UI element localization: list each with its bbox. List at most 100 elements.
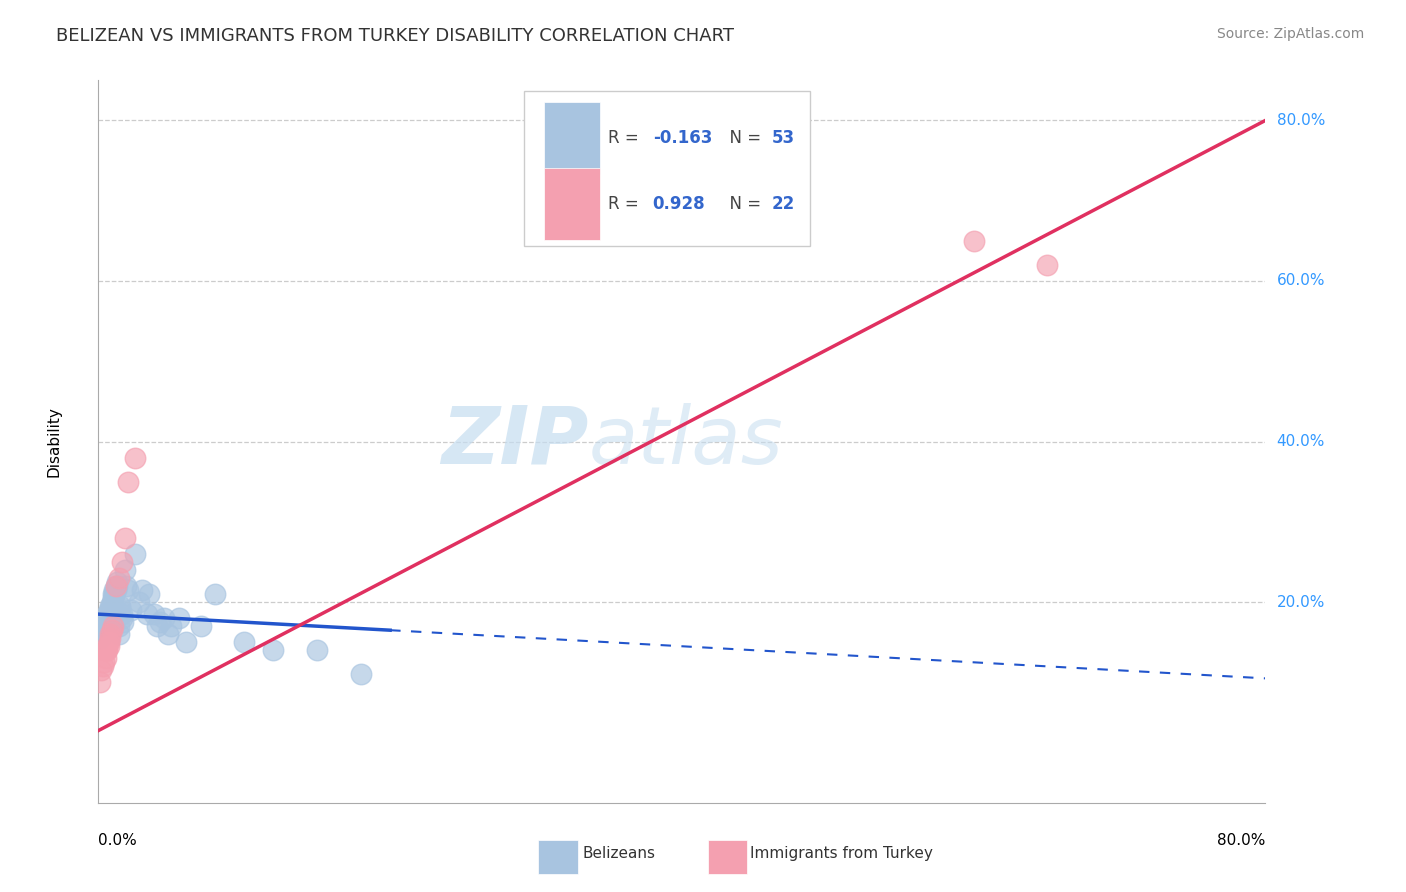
Point [117,475,139,489]
Point [124,547,146,561]
Text: 0.928: 0.928 [652,195,706,213]
Point [89,632,111,646]
Point [262,643,284,657]
Point [124,450,146,465]
Point [104,579,127,593]
Point [108,619,131,633]
Point [112,615,135,630]
Point [93,619,115,633]
Point [97,635,120,649]
Point [157,627,180,641]
Point [104,579,127,593]
Text: 80.0%: 80.0% [1218,833,1265,848]
FancyBboxPatch shape [524,91,810,246]
Point [100,623,122,637]
Point [108,627,131,641]
Point [100,595,122,609]
Point [101,595,124,609]
Point [117,583,139,598]
Point [90,664,112,678]
Text: 80.0%: 80.0% [1277,113,1324,128]
Text: N =: N = [720,195,766,213]
Point [101,591,124,606]
Point [350,667,373,681]
Point [174,635,197,649]
Point [135,607,157,621]
Point [131,583,153,598]
Point [96,643,118,657]
Text: 40.0%: 40.0% [1277,434,1324,449]
Text: 22: 22 [772,195,794,213]
Text: Disability: Disability [46,406,62,477]
Text: Immigrants from Turkey: Immigrants from Turkey [749,846,932,861]
FancyBboxPatch shape [538,840,578,873]
Point [103,583,125,598]
Point [114,563,136,577]
Point [93,655,115,669]
Text: N =: N = [720,128,766,147]
Point [138,587,160,601]
Point [190,619,212,633]
Point [101,619,124,633]
Point [111,555,134,569]
Point [94,643,117,657]
Point [97,603,120,617]
Text: Source: ZipAtlas.com: Source: ZipAtlas.com [1216,27,1364,41]
Point [120,603,142,617]
Point [100,599,122,614]
Point [115,579,138,593]
Point [204,587,226,601]
Point [94,615,117,630]
Point [96,639,118,653]
Point [94,651,117,665]
Point [146,619,169,633]
Point [142,607,165,621]
Text: R =: R = [609,128,644,147]
Point [90,627,112,641]
Point [111,611,134,625]
FancyBboxPatch shape [707,840,747,873]
Point [307,643,329,657]
Point [167,611,190,625]
Text: 0.0%: 0.0% [98,833,138,848]
Point [98,627,121,641]
Point [105,579,128,593]
Point [89,675,111,690]
FancyBboxPatch shape [544,168,600,240]
Point [110,603,132,617]
Text: R =: R = [609,195,644,213]
Text: 53: 53 [772,128,794,147]
Point [103,587,125,601]
Point [94,611,117,625]
Text: atlas: atlas [589,402,783,481]
Point [91,659,114,673]
FancyBboxPatch shape [544,102,600,174]
Point [962,234,984,248]
Point [97,639,120,653]
Point [96,607,118,621]
Text: 20.0%: 20.0% [1277,595,1324,609]
Point [97,607,120,621]
Point [101,587,124,601]
Point [91,623,114,637]
Text: 60.0%: 60.0% [1277,274,1324,288]
Point [98,632,121,646]
Point [128,595,150,609]
Point [153,611,176,625]
Point [98,599,121,614]
Text: BELIZEAN VS IMMIGRANTS FROM TURKEY DISABILITY CORRELATION CHART: BELIZEAN VS IMMIGRANTS FROM TURKEY DISAB… [56,27,734,45]
Point [110,599,132,614]
Point [149,615,172,630]
Point [105,574,128,589]
Text: ZIP: ZIP [441,402,589,481]
Point [233,635,256,649]
Point [104,583,127,598]
Text: Belizeans: Belizeans [582,846,655,861]
Point [98,603,121,617]
Text: -0.163: -0.163 [652,128,711,147]
Point [114,531,136,545]
Point [160,619,183,633]
Point [1035,258,1057,272]
Point [111,607,134,621]
Point [96,611,118,625]
